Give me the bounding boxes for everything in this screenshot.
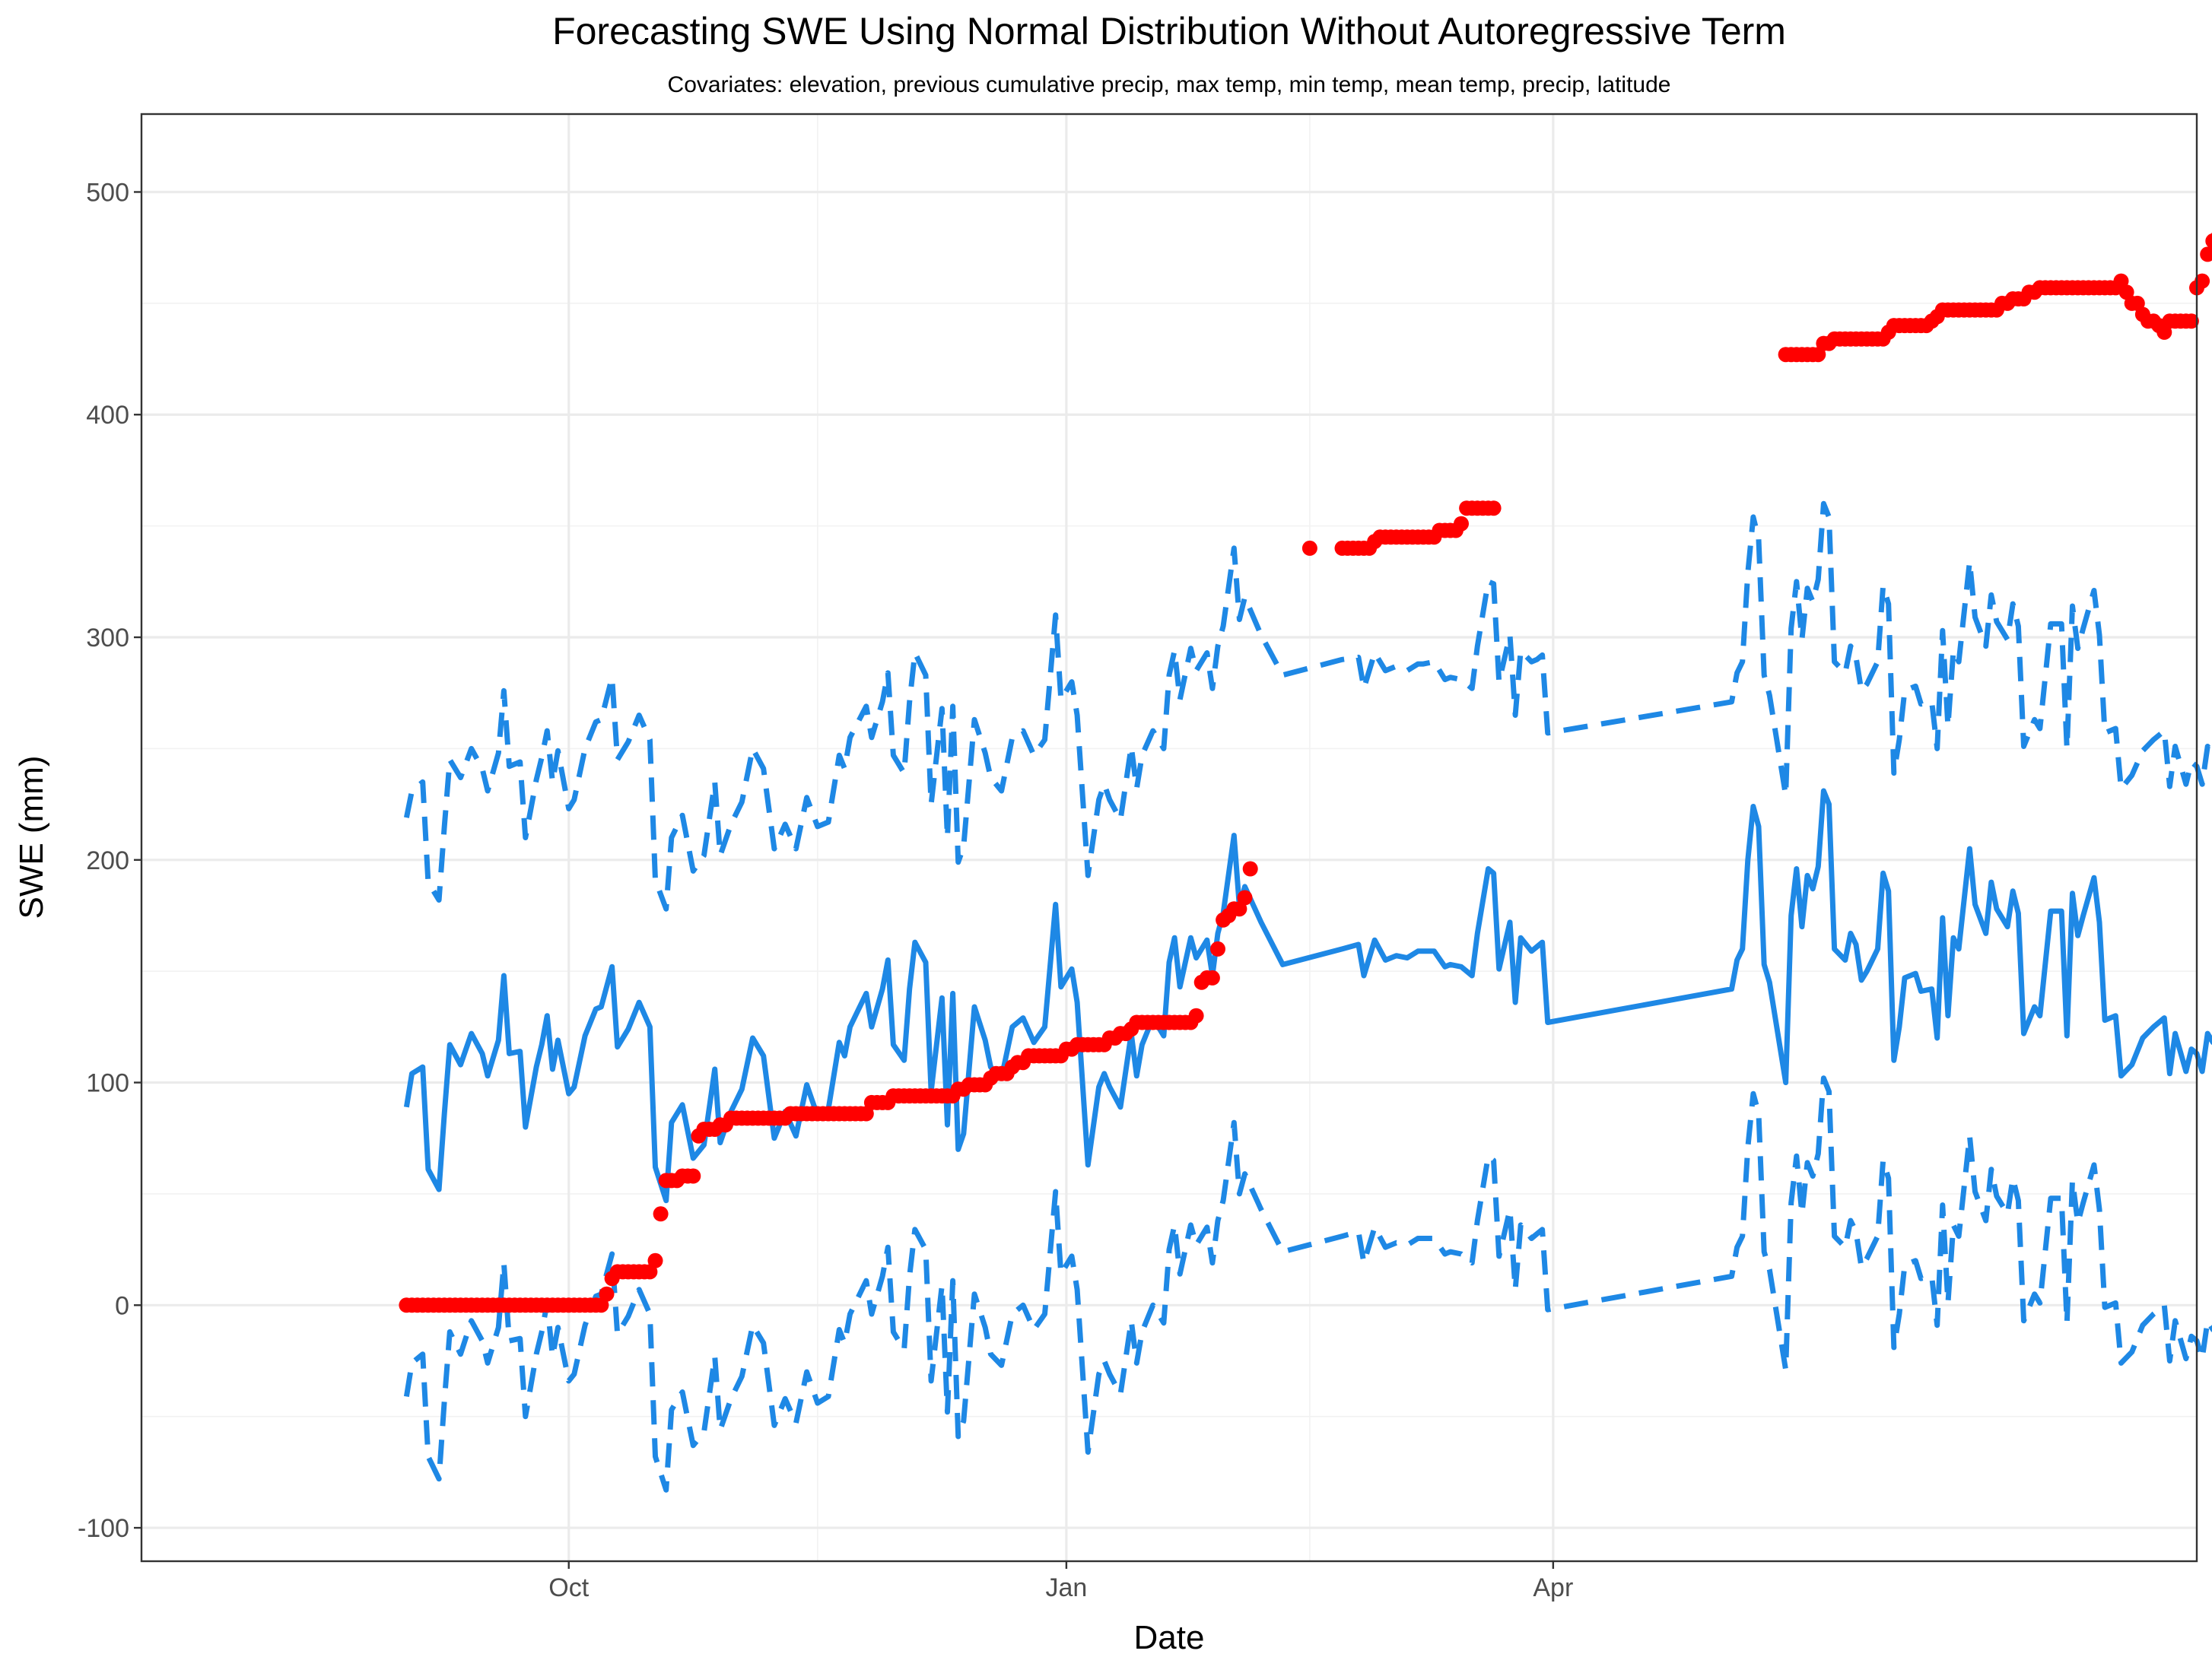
observed-swe-point <box>1238 890 1253 906</box>
observed-swe-point <box>1210 941 1225 957</box>
y-tick-label: 300 <box>86 624 129 652</box>
y-tick-label: 100 <box>86 1069 129 1098</box>
y-tick-label: 200 <box>86 846 129 875</box>
y-tick-label: 400 <box>86 401 129 430</box>
x-tick-label: Apr <box>1533 1573 1573 1602</box>
chart-title: Forecasting SWE Using Normal Distributio… <box>552 10 1786 52</box>
observed-swe-point <box>1205 970 1220 986</box>
observed-swe-point <box>1243 862 1258 877</box>
x-axis-title: Date <box>1134 1619 1205 1656</box>
observed-swe-point <box>648 1253 663 1268</box>
y-tick-label: -100 <box>78 1514 129 1543</box>
chart-subtitle: Covariates: elevation, previous cumulati… <box>668 72 1671 97</box>
observed-swe-point <box>1302 541 1317 556</box>
x-tick-label: Jan <box>1045 1573 1087 1602</box>
observed-swe-point <box>599 1287 615 1302</box>
x-tick-label: Oct <box>548 1573 589 1602</box>
y-tick-label: 500 <box>86 178 129 207</box>
observed-swe-point <box>1454 516 1469 532</box>
y-axis-title: SWE (mm) <box>13 755 50 919</box>
observed-swe-point <box>2200 246 2212 262</box>
observed-swe-point <box>1189 1008 1204 1024</box>
axes: -100 0 100 200 300 400 500 Oct Jan Apr <box>78 178 1573 1602</box>
y-tick-label: 0 <box>115 1291 129 1320</box>
observed-swe-point <box>685 1169 701 1184</box>
observed-swe-point <box>1486 500 1502 516</box>
observed-swe-point <box>653 1206 669 1221</box>
